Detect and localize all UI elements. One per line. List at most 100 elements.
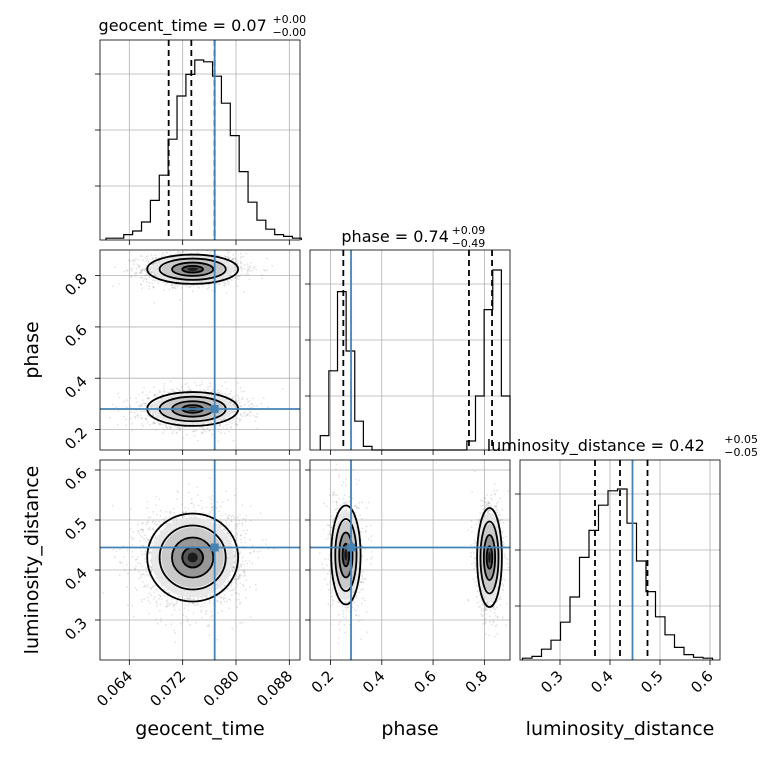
sample-point (188, 597, 191, 600)
sample-point (187, 491, 190, 494)
sample-point (165, 424, 168, 426)
sample-point (141, 272, 143, 275)
sample-point (230, 426, 233, 429)
sample-point (140, 404, 142, 407)
sample-point (150, 571, 153, 573)
sample-point (201, 380, 203, 383)
sample-point (134, 411, 136, 414)
sample-point (159, 509, 162, 512)
sample-point (145, 256, 147, 259)
sample-point (145, 571, 148, 573)
sample-point (136, 414, 139, 417)
sample-point (144, 534, 147, 537)
sample-point (162, 251, 165, 254)
sample-point (192, 612, 195, 614)
sample-point (149, 559, 152, 562)
sample-point (234, 406, 237, 408)
sample-point (144, 268, 147, 271)
sample-point (139, 414, 142, 417)
sample-point (235, 586, 238, 589)
sample-point (281, 388, 284, 390)
sample-point (246, 270, 249, 272)
sample-point (197, 252, 200, 255)
sample-point (216, 600, 219, 603)
sample-point (130, 429, 133, 432)
sample-point (112, 549, 115, 551)
sample-point (150, 254, 153, 256)
sample-point (217, 254, 220, 257)
sample-point (229, 426, 232, 428)
sample-point (235, 269, 238, 272)
sample-point (154, 256, 157, 259)
sample-point (238, 522, 241, 525)
sample-point (229, 256, 231, 259)
sample-point (118, 574, 121, 576)
sample-point (156, 622, 159, 625)
sample-point (149, 410, 152, 413)
sample-point (182, 511, 185, 513)
sample-point (254, 420, 257, 423)
sample-point (163, 390, 166, 392)
sample-point (166, 602, 169, 605)
sample-point (124, 569, 126, 571)
sample-point (237, 394, 239, 397)
sample-point (146, 507, 149, 509)
sample-point (229, 393, 232, 395)
sample-point (233, 560, 236, 563)
sample-point (151, 282, 154, 285)
sample-point (255, 589, 257, 591)
sample-point (209, 252, 212, 254)
sample-point (165, 282, 168, 285)
sample-point (108, 416, 111, 419)
sample-point (195, 622, 198, 624)
sample-point (197, 285, 200, 288)
sample-point (219, 390, 222, 392)
sample-point (141, 269, 144, 271)
sample-point (232, 397, 234, 399)
sample-point (224, 424, 227, 426)
sample-point (192, 602, 195, 605)
sample-point (220, 603, 223, 606)
sample-point (226, 427, 229, 429)
sample-point (219, 248, 221, 250)
sample-point (238, 598, 241, 601)
sample-point (148, 269, 150, 272)
sample-point (240, 273, 243, 276)
sample-point (199, 514, 202, 517)
sample-point (203, 428, 206, 430)
sample-point (152, 285, 155, 288)
sample-point (256, 412, 259, 415)
sample-point (155, 504, 158, 507)
sample-point (153, 301, 156, 304)
sample-point (241, 415, 244, 418)
sample-point (248, 265, 251, 268)
sample-point (140, 599, 143, 601)
sample-point (152, 414, 154, 416)
sample-point (153, 286, 155, 289)
sample-point (139, 272, 142, 274)
sample-point (244, 573, 247, 576)
sample-point (114, 556, 117, 559)
sample-point (247, 268, 250, 271)
sample-point (253, 266, 256, 268)
sample-point (233, 266, 236, 269)
sample-point (154, 415, 157, 418)
sample-point (272, 548, 275, 550)
sample-point (144, 268, 147, 271)
sample-point (236, 262, 239, 265)
sample-point (188, 286, 191, 289)
sample-point (178, 427, 181, 430)
sample-point (148, 424, 151, 426)
sample-point (192, 429, 195, 432)
sample-point (221, 392, 224, 395)
sample-point (112, 285, 114, 287)
sample-point (242, 585, 245, 587)
sample-point (217, 392, 220, 394)
sample-point (171, 388, 174, 391)
sample-point (145, 260, 148, 262)
sample-point (211, 390, 214, 393)
sample-point (252, 550, 255, 553)
sample-point (190, 598, 193, 600)
sample-point (119, 548, 121, 551)
